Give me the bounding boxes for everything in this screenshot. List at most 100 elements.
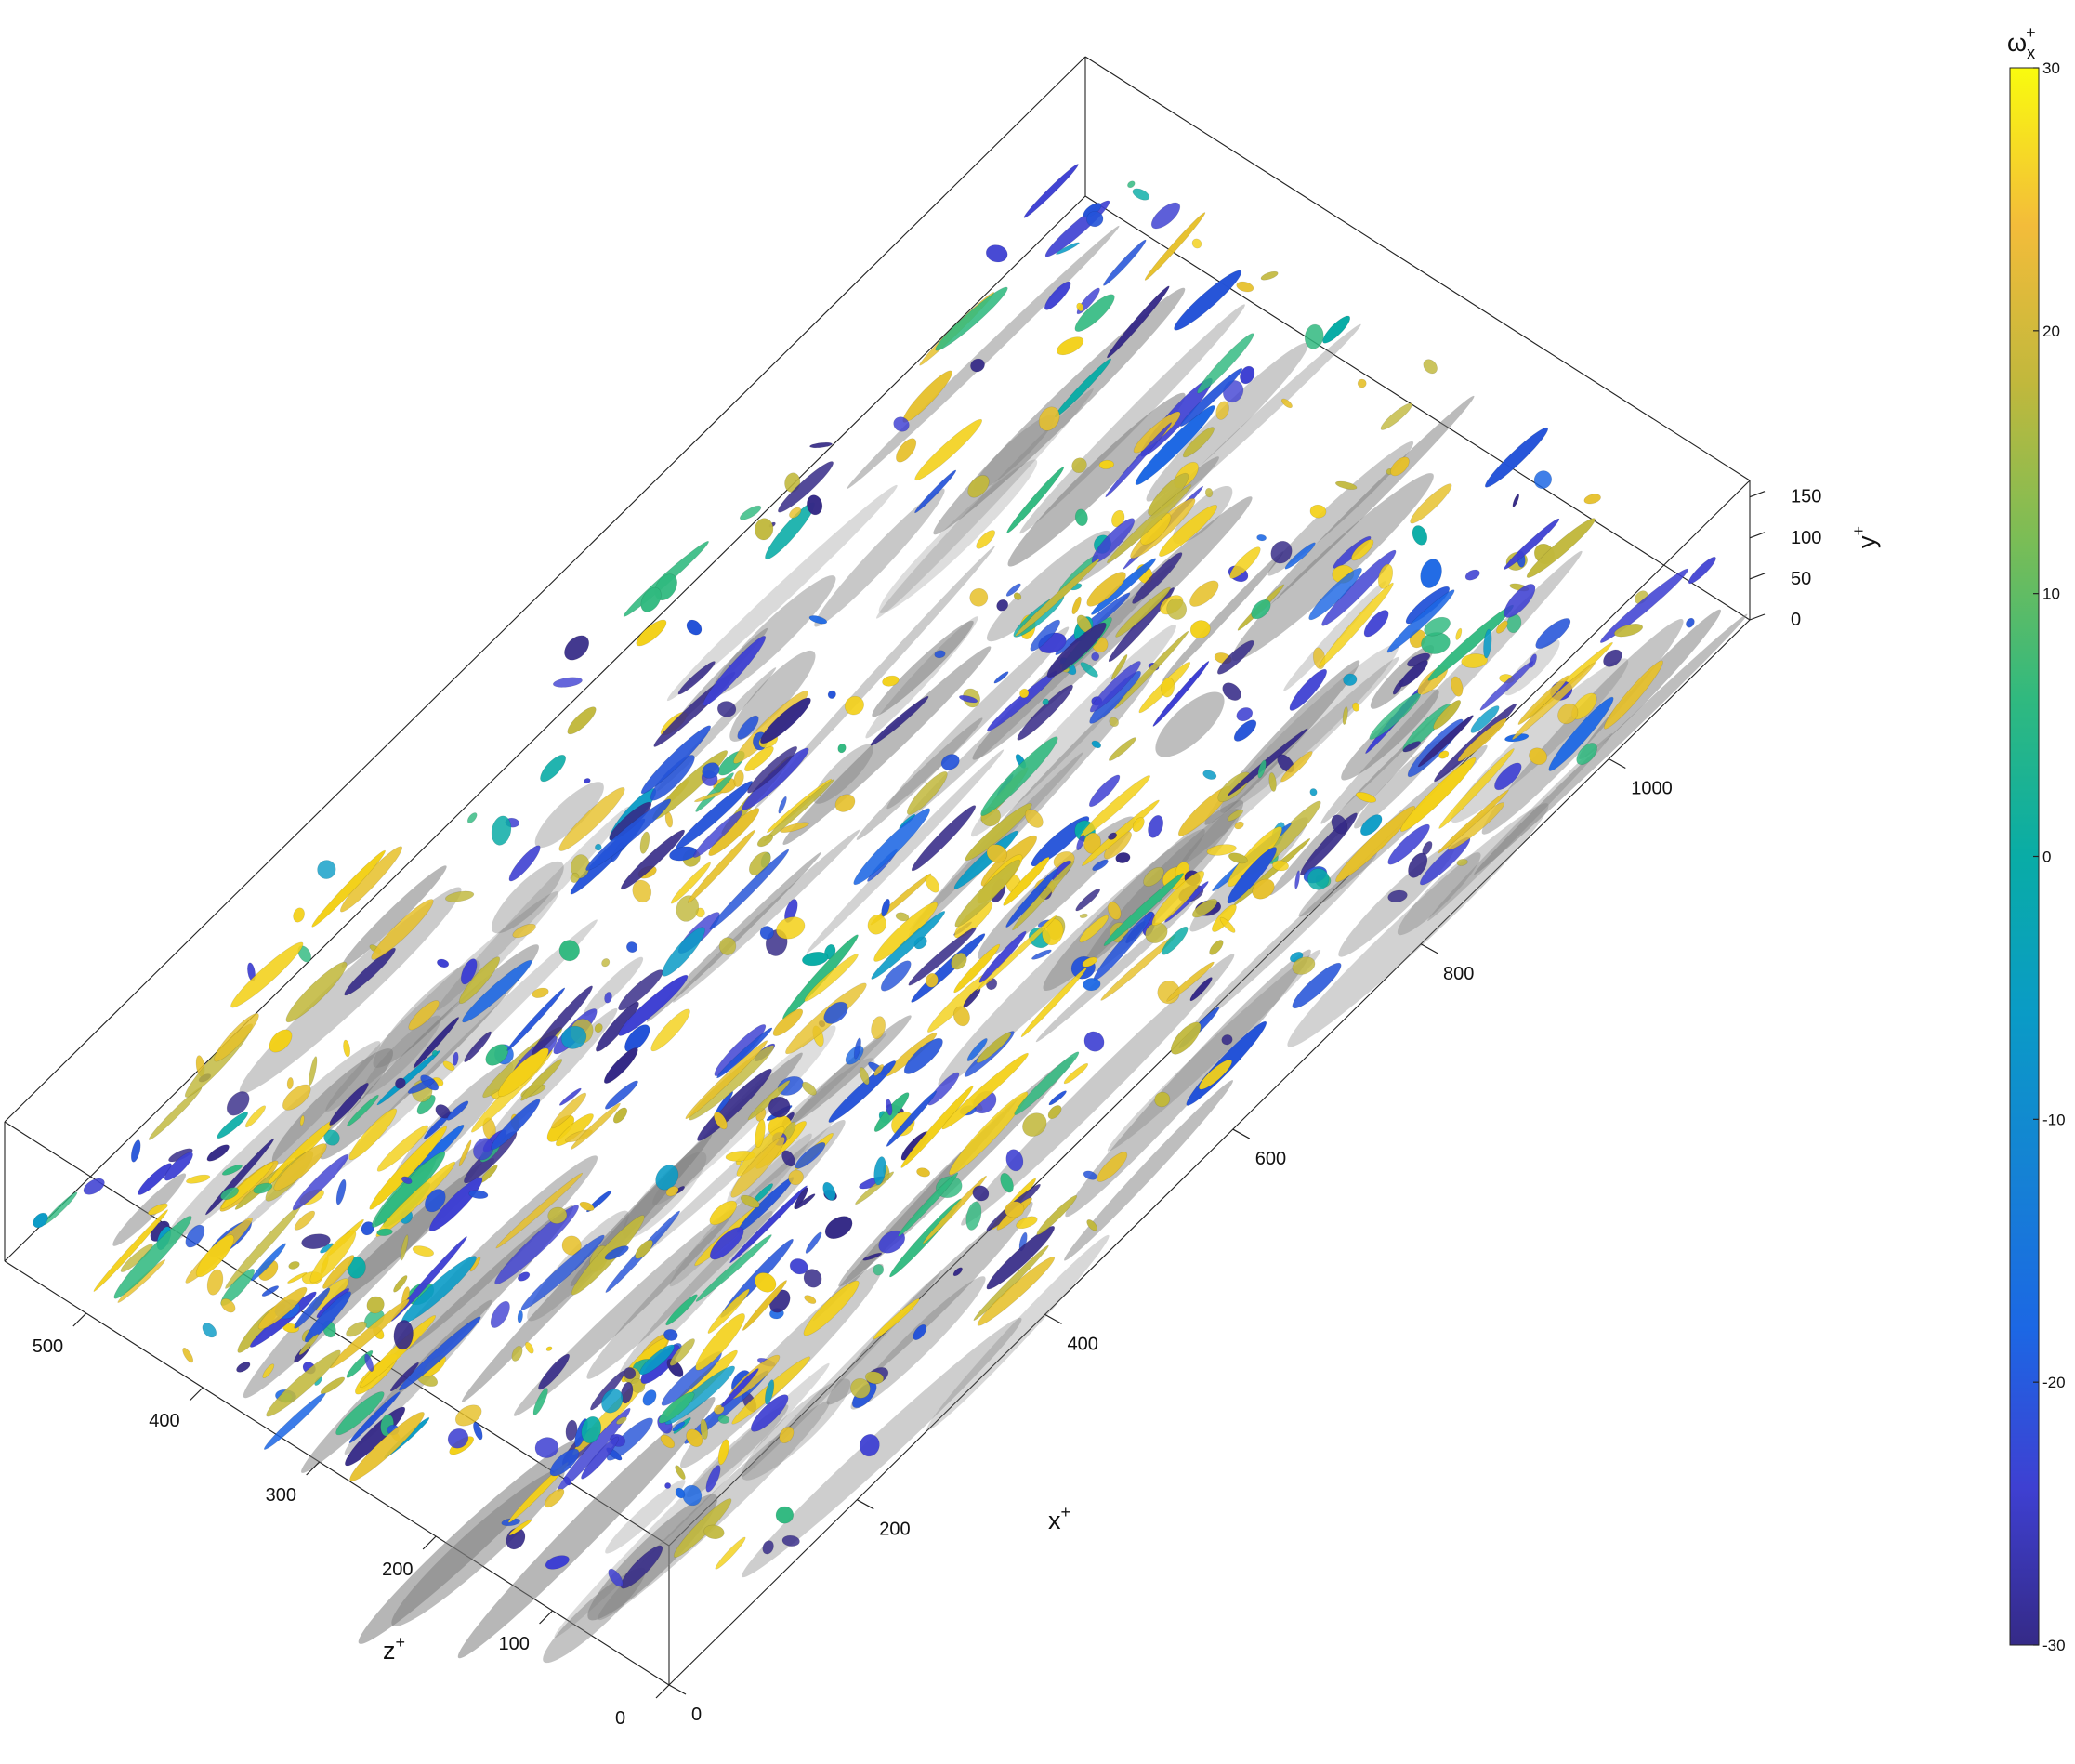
vortex-blob	[1451, 676, 1464, 697]
vortex-blob	[1170, 1021, 1202, 1055]
vortex-blob	[730, 1137, 785, 1198]
vortex-blob	[650, 1008, 690, 1052]
vortex-blob	[446, 1100, 469, 1121]
vortex-blob	[1152, 661, 1210, 727]
vortex-blob	[1083, 978, 1101, 992]
vortex-blob	[1015, 559, 1100, 637]
vortex-blob	[686, 619, 703, 636]
vortex-blob	[293, 907, 305, 923]
shadow-streak	[878, 459, 1038, 613]
vortex-blob	[969, 587, 989, 607]
vortex-blob	[309, 1230, 357, 1284]
z-tick-label: 100	[499, 1634, 530, 1654]
vortex-blob	[1322, 315, 1351, 344]
vortex-blob	[750, 1394, 789, 1432]
shadow-streak	[1397, 852, 1481, 936]
x-tick	[1044, 1313, 1062, 1324]
vortex-blob	[376, 1125, 429, 1172]
vortex-blob	[138, 1163, 172, 1195]
shadow-streak	[1150, 323, 1361, 520]
vortex-blob	[762, 1540, 774, 1555]
vortex-blob	[881, 898, 890, 917]
shadow-streak	[926, 1234, 1110, 1431]
vortex-blob	[693, 810, 743, 858]
vortex-blob	[186, 1174, 211, 1184]
vortex-blob	[885, 1099, 893, 1116]
vortex-blob	[164, 1152, 193, 1181]
vortex-blob	[1148, 814, 1164, 838]
vortex-blob	[1023, 164, 1079, 218]
vortex-blob	[1107, 902, 1122, 920]
vortex-blob	[1086, 572, 1126, 607]
vortex-blob	[1234, 821, 1244, 830]
vortex-blob	[624, 1024, 650, 1053]
vortex-blob	[1304, 323, 1324, 349]
vortex-blob	[702, 762, 720, 779]
vortex-blob	[781, 1534, 800, 1547]
vortex-blob	[864, 1371, 885, 1385]
vortex-blob	[686, 1428, 703, 1447]
shadow-streak	[666, 484, 898, 702]
vortex-blob	[775, 1506, 795, 1524]
x-tick	[668, 1684, 687, 1695]
vortex-blob	[1686, 617, 1695, 628]
vortex-blob	[560, 1025, 587, 1049]
vortex-blob	[1071, 596, 1082, 615]
vortex-blob	[705, 1465, 721, 1493]
vortex-blob	[618, 974, 689, 1036]
vortex-blob	[1151, 870, 1205, 927]
shadow-streak	[513, 1209, 735, 1416]
vortex-blob	[914, 469, 957, 514]
vortex-blob	[1083, 1170, 1097, 1180]
vortex-blob	[966, 1038, 988, 1061]
vortex-blob	[585, 798, 672, 871]
vortex-blob	[220, 1298, 236, 1313]
vortex-blob	[508, 845, 541, 882]
vortex-blob	[965, 802, 1032, 862]
vortex-blob	[301, 1233, 331, 1250]
x-tick	[1232, 1128, 1251, 1139]
vortex-blob	[635, 1239, 653, 1259]
vortex-blob	[390, 1236, 467, 1322]
vortex-blob	[1292, 962, 1342, 1009]
vortex-blob	[1202, 770, 1217, 780]
shadow-streak	[1007, 392, 1186, 567]
vortex-blob	[1217, 771, 1251, 803]
shadow-streak	[618, 1211, 773, 1377]
vortex-blob	[1227, 728, 1308, 796]
vortex-blob	[862, 1252, 883, 1261]
vortex-blob	[1209, 940, 1224, 955]
shadow-streak	[826, 1201, 1033, 1405]
vortex-blob	[1079, 915, 1110, 943]
vortex-blob	[1189, 977, 1213, 1002]
vortex-blob	[1031, 816, 1090, 867]
shadow-streak	[652, 1025, 836, 1205]
vortex-blob	[1484, 427, 1549, 488]
vortex-blob	[739, 505, 762, 520]
vortex-blob	[558, 787, 625, 851]
vortex-blob	[273, 1143, 327, 1191]
vortex-blob	[953, 943, 1001, 994]
shadow-streak	[327, 1158, 495, 1307]
shadow-streak	[1162, 551, 1284, 681]
y-axis-title: y+	[1849, 526, 1881, 548]
vortex-blob	[1408, 852, 1428, 878]
vortex-blob	[1420, 559, 1442, 588]
vortex-blob	[778, 796, 787, 814]
vortex-blob	[896, 438, 917, 463]
vortex-blob	[1355, 792, 1377, 803]
vortex-blob	[1268, 772, 1277, 792]
vortex-blob	[620, 1381, 634, 1404]
vortex-blob	[1219, 916, 1236, 933]
vortex-blob	[408, 1000, 440, 1031]
vortex-blob	[675, 1487, 686, 1499]
y-tick	[1749, 573, 1766, 580]
vortex-blob	[714, 1112, 728, 1130]
vortex-blob	[804, 954, 859, 1002]
vortex-blob	[266, 1349, 341, 1417]
vortex-blob	[986, 1225, 1056, 1290]
vortex-blob	[660, 1434, 676, 1449]
vortex-blob	[262, 1363, 275, 1379]
vortex-blob	[694, 791, 723, 803]
vortex-blob	[1399, 757, 1477, 832]
